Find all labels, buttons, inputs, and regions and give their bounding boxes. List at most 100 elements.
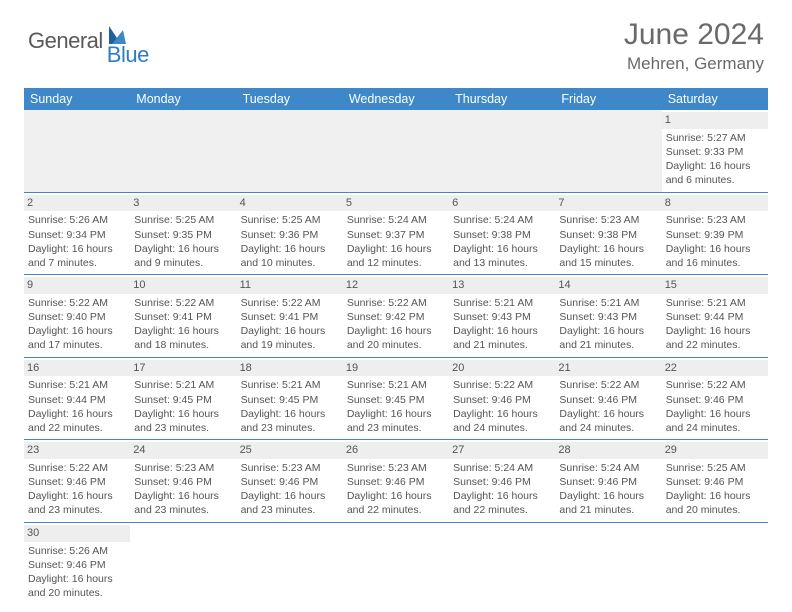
calendar-week-row: 1Sunrise: 5:27 AMSunset: 9:33 PMDaylight… [24, 110, 768, 192]
calendar-week-row: 30Sunrise: 5:26 AMSunset: 9:46 PMDayligh… [24, 522, 768, 604]
daylight-line: and 20 minutes. [28, 586, 126, 600]
sunset-line: Sunset: 9:46 PM [28, 475, 126, 489]
sunrise-line: Sunrise: 5:23 AM [559, 213, 657, 227]
daylight-line: and 18 minutes. [134, 338, 232, 352]
calendar-day-cell: 5Sunrise: 5:24 AMSunset: 9:37 PMDaylight… [343, 192, 449, 275]
sunset-line: Sunset: 9:41 PM [134, 310, 232, 324]
daylight-line: Daylight: 16 hours [453, 489, 551, 503]
sunrise-line: Sunrise: 5:24 AM [453, 213, 551, 227]
day-number: 27 [449, 442, 555, 459]
daylight-line: Daylight: 16 hours [28, 572, 126, 586]
calendar-day-cell: 26Sunrise: 5:23 AMSunset: 9:46 PMDayligh… [343, 440, 449, 523]
day-number: 22 [662, 360, 768, 377]
calendar-day-cell: 11Sunrise: 5:22 AMSunset: 9:41 PMDayligh… [237, 275, 343, 358]
daylight-line: and 22 minutes. [347, 503, 445, 517]
sunrise-line: Sunrise: 5:25 AM [666, 461, 764, 475]
day-number: 21 [555, 360, 661, 377]
sunrise-line: Sunrise: 5:22 AM [666, 378, 764, 392]
calendar-day-cell: 16Sunrise: 5:21 AMSunset: 9:44 PMDayligh… [24, 357, 130, 440]
day-number: 24 [130, 442, 236, 459]
daylight-line: and 20 minutes. [666, 503, 764, 517]
day-number: 30 [24, 525, 130, 542]
calendar-day-cell: 1Sunrise: 5:27 AMSunset: 9:33 PMDaylight… [662, 110, 768, 192]
daylight-line: and 17 minutes. [28, 338, 126, 352]
day-number: 2 [24, 195, 130, 212]
calendar-week-row: 9Sunrise: 5:22 AMSunset: 9:40 PMDaylight… [24, 275, 768, 358]
sunset-line: Sunset: 9:46 PM [559, 475, 657, 489]
calendar-empty-cell [343, 522, 449, 604]
daylight-line: Daylight: 16 hours [241, 489, 339, 503]
weekday-header: Wednesday [343, 88, 449, 110]
day-number: 4 [237, 195, 343, 212]
sunrise-line: Sunrise: 5:26 AM [28, 544, 126, 558]
daylight-line: and 12 minutes. [347, 256, 445, 270]
daylight-line: and 16 minutes. [666, 256, 764, 270]
daylight-line: and 21 minutes. [453, 338, 551, 352]
calendar-week-row: 16Sunrise: 5:21 AMSunset: 9:44 PMDayligh… [24, 357, 768, 440]
sunrise-line: Sunrise: 5:24 AM [559, 461, 657, 475]
sunset-line: Sunset: 9:46 PM [666, 475, 764, 489]
calendar-day-cell: 15Sunrise: 5:21 AMSunset: 9:44 PMDayligh… [662, 275, 768, 358]
daylight-line: Daylight: 16 hours [28, 407, 126, 421]
calendar-body: 1Sunrise: 5:27 AMSunset: 9:33 PMDaylight… [24, 110, 768, 604]
sunset-line: Sunset: 9:46 PM [134, 475, 232, 489]
sunrise-line: Sunrise: 5:23 AM [134, 461, 232, 475]
daylight-line: Daylight: 16 hours [28, 324, 126, 338]
daylight-line: and 23 minutes. [347, 421, 445, 435]
sunset-line: Sunset: 9:42 PM [347, 310, 445, 324]
daylight-line: and 24 minutes. [559, 421, 657, 435]
sunset-line: Sunset: 9:44 PM [666, 310, 764, 324]
sunset-line: Sunset: 9:34 PM [28, 228, 126, 242]
daylight-line: Daylight: 16 hours [666, 489, 764, 503]
sunset-line: Sunset: 9:46 PM [559, 393, 657, 407]
calendar-day-cell: 3Sunrise: 5:25 AMSunset: 9:35 PMDaylight… [130, 192, 236, 275]
calendar-day-cell: 19Sunrise: 5:21 AMSunset: 9:45 PMDayligh… [343, 357, 449, 440]
daylight-line: Daylight: 16 hours [241, 324, 339, 338]
calendar-day-cell: 17Sunrise: 5:21 AMSunset: 9:45 PMDayligh… [130, 357, 236, 440]
sunrise-line: Sunrise: 5:22 AM [134, 296, 232, 310]
brand-part1: General [28, 28, 103, 54]
day-number: 9 [24, 277, 130, 294]
daylight-line: and 13 minutes. [453, 256, 551, 270]
day-number: 8 [662, 195, 768, 212]
calendar-day-cell: 25Sunrise: 5:23 AMSunset: 9:46 PMDayligh… [237, 440, 343, 523]
sunrise-line: Sunrise: 5:24 AM [453, 461, 551, 475]
calendar-week-row: 23Sunrise: 5:22 AMSunset: 9:46 PMDayligh… [24, 440, 768, 523]
sunrise-line: Sunrise: 5:23 AM [347, 461, 445, 475]
calendar-day-cell: 9Sunrise: 5:22 AMSunset: 9:40 PMDaylight… [24, 275, 130, 358]
daylight-line: and 23 minutes. [241, 503, 339, 517]
calendar-empty-cell [662, 522, 768, 604]
daylight-line: Daylight: 16 hours [559, 324, 657, 338]
sunrise-line: Sunrise: 5:21 AM [134, 378, 232, 392]
weekday-header: Tuesday [237, 88, 343, 110]
calendar-day-cell: 13Sunrise: 5:21 AMSunset: 9:43 PMDayligh… [449, 275, 555, 358]
weekday-header: Sunday [24, 88, 130, 110]
sunset-line: Sunset: 9:46 PM [241, 475, 339, 489]
daylight-line: Daylight: 16 hours [134, 407, 232, 421]
daylight-line: and 21 minutes. [559, 338, 657, 352]
location: Mehren, Germany [624, 54, 764, 74]
calendar-empty-cell [449, 110, 555, 192]
daylight-line: Daylight: 16 hours [453, 242, 551, 256]
daylight-line: and 23 minutes. [134, 421, 232, 435]
daylight-line: Daylight: 16 hours [134, 324, 232, 338]
sunset-line: Sunset: 9:46 PM [453, 475, 551, 489]
weekday-header: Saturday [662, 88, 768, 110]
calendar-day-cell: 29Sunrise: 5:25 AMSunset: 9:46 PMDayligh… [662, 440, 768, 523]
day-number: 1 [662, 112, 768, 129]
daylight-line: and 9 minutes. [134, 256, 232, 270]
daylight-line: Daylight: 16 hours [666, 242, 764, 256]
calendar-day-cell: 23Sunrise: 5:22 AMSunset: 9:46 PMDayligh… [24, 440, 130, 523]
day-number: 12 [343, 277, 449, 294]
daylight-line: and 20 minutes. [347, 338, 445, 352]
daylight-line: Daylight: 16 hours [28, 489, 126, 503]
calendar-day-cell: 30Sunrise: 5:26 AMSunset: 9:46 PMDayligh… [24, 522, 130, 604]
sunset-line: Sunset: 9:43 PM [559, 310, 657, 324]
weekday-header-row: SundayMondayTuesdayWednesdayThursdayFrid… [24, 88, 768, 110]
day-number: 3 [130, 195, 236, 212]
day-number: 17 [130, 360, 236, 377]
daylight-line: and 23 minutes. [134, 503, 232, 517]
sunrise-line: Sunrise: 5:25 AM [241, 213, 339, 227]
daylight-line: and 24 minutes. [453, 421, 551, 435]
sunset-line: Sunset: 9:39 PM [666, 228, 764, 242]
